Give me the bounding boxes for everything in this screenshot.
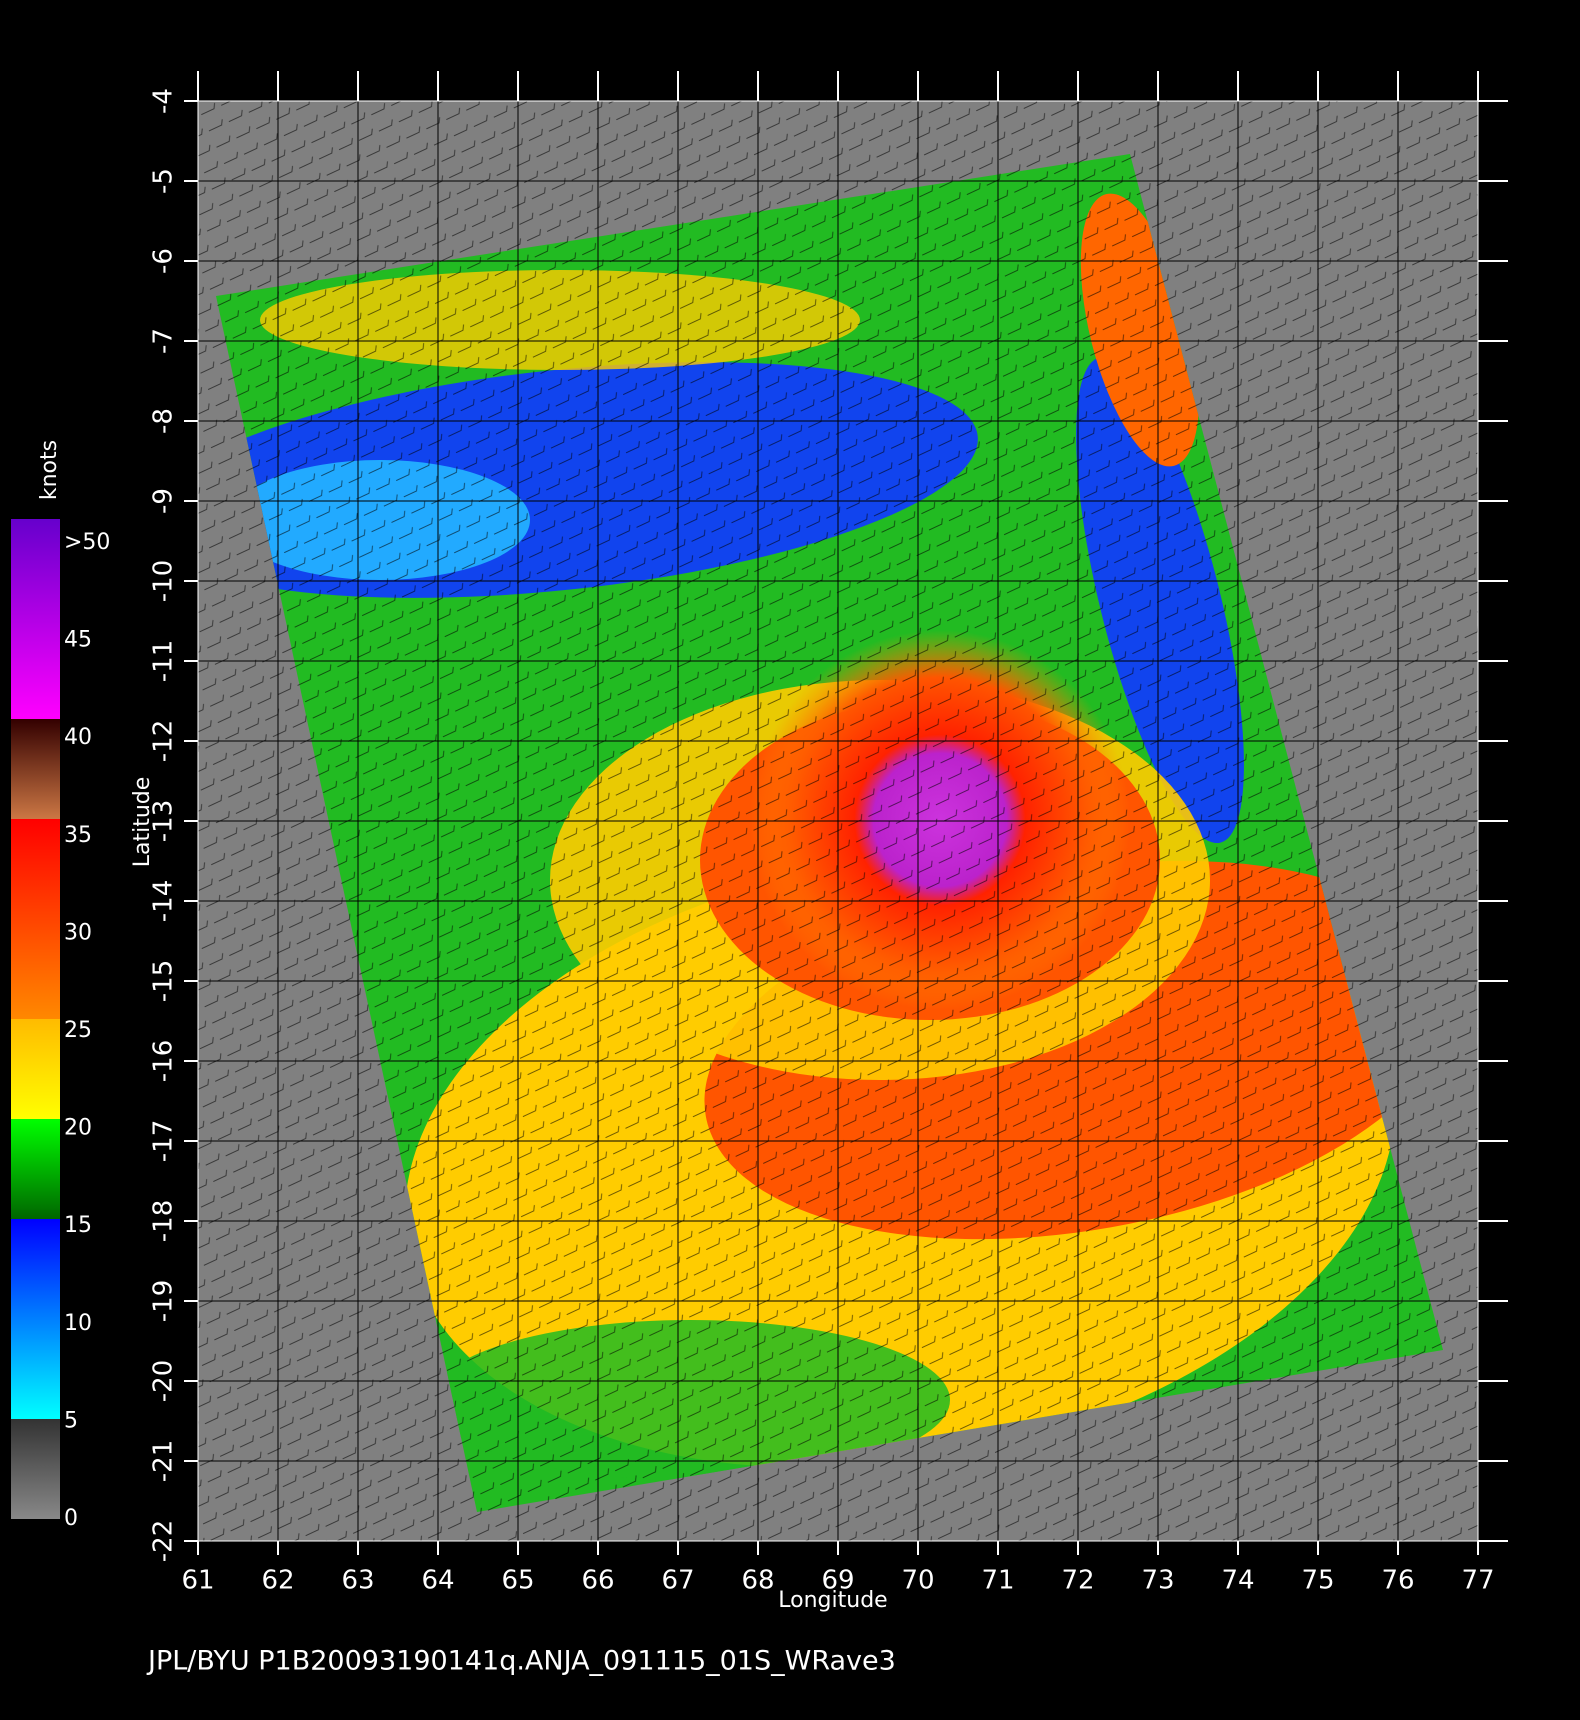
footer: JPL/BYU P1B20093190141q.ANJA_091115_01S_… [146, 1646, 896, 1677]
x-tick-label: 63 [341, 1566, 374, 1596]
y-tick-label: -4 [149, 88, 179, 114]
y-tick-label: -9 [149, 488, 179, 514]
y-tick-label: -20 [149, 1360, 179, 1402]
axes: 61 62 63 64 65 66 67 68 69 70 71 72 73 74 75 76 77 -4 -5 -6… [149, 71, 1508, 1596]
colorbar-label: 45 [64, 628, 92, 653]
colorbar-label: 30 [64, 920, 92, 945]
x-tick-label: 76 [1381, 1566, 1414, 1596]
y-tick-label: -8 [149, 408, 179, 434]
colorbar-label: 10 [64, 1311, 92, 1336]
x-tick-label: 68 [741, 1566, 774, 1596]
y-tick-label: -6 [149, 248, 179, 274]
x-tick-label: 64 [421, 1566, 454, 1596]
x-tick-label: 75 [1301, 1566, 1334, 1596]
y-tick-label: -11 [149, 640, 179, 682]
y-tick-label: -10 [149, 560, 179, 602]
colorbar-label: 35 [64, 823, 92, 848]
x-tick-label: 74 [1221, 1566, 1254, 1596]
colorbar-label: 0 [64, 1506, 78, 1531]
y-tick-label: -14 [149, 880, 179, 922]
y-tick-label: -13 [149, 800, 179, 842]
x-tick-label: 72 [1061, 1566, 1094, 1596]
y-axis-label: Latitude [130, 777, 155, 868]
colorbar-label: 15 [64, 1213, 92, 1238]
x-tick-label: 66 [581, 1566, 614, 1596]
colorbar [11, 519, 60, 1519]
colorbar-label: 20 [64, 1116, 92, 1141]
y-tick-label: -22 [149, 1520, 179, 1562]
x-tick-label: 61 [181, 1566, 214, 1596]
y-tick-label: -15 [149, 960, 179, 1002]
y-tick-label: -18 [149, 1200, 179, 1242]
x-tick-label: 77 [1461, 1566, 1494, 1596]
y-tick-label: -5 [149, 168, 179, 194]
plot-frame [197, 100, 1479, 1542]
x-tick-label: 65 [501, 1566, 534, 1596]
y-tick-label: -21 [149, 1440, 179, 1482]
x-axis-label: Longitude [778, 1588, 887, 1613]
colorbar-label: 25 [64, 1018, 92, 1043]
colorbar-label: 5 [64, 1408, 78, 1433]
x-tick-label: 62 [261, 1566, 294, 1596]
x-tick-label: 71 [981, 1566, 1014, 1596]
colorbar-label: 40 [64, 725, 92, 750]
y-tick-label: -7 [149, 328, 179, 354]
y-tick-label: -19 [149, 1280, 179, 1322]
x-tick-label: 73 [1141, 1566, 1174, 1596]
x-tick-label: 67 [661, 1566, 694, 1596]
y-tick-label: -16 [149, 1040, 179, 1082]
y-tick-label: -12 [149, 720, 179, 762]
colorbar-title: knots [37, 440, 62, 500]
colorbar-label: >50 [64, 530, 110, 555]
x-tick-label: 70 [901, 1566, 934, 1596]
x-tick-label: 69 [821, 1566, 854, 1596]
y-tick-label: -17 [149, 1120, 179, 1162]
